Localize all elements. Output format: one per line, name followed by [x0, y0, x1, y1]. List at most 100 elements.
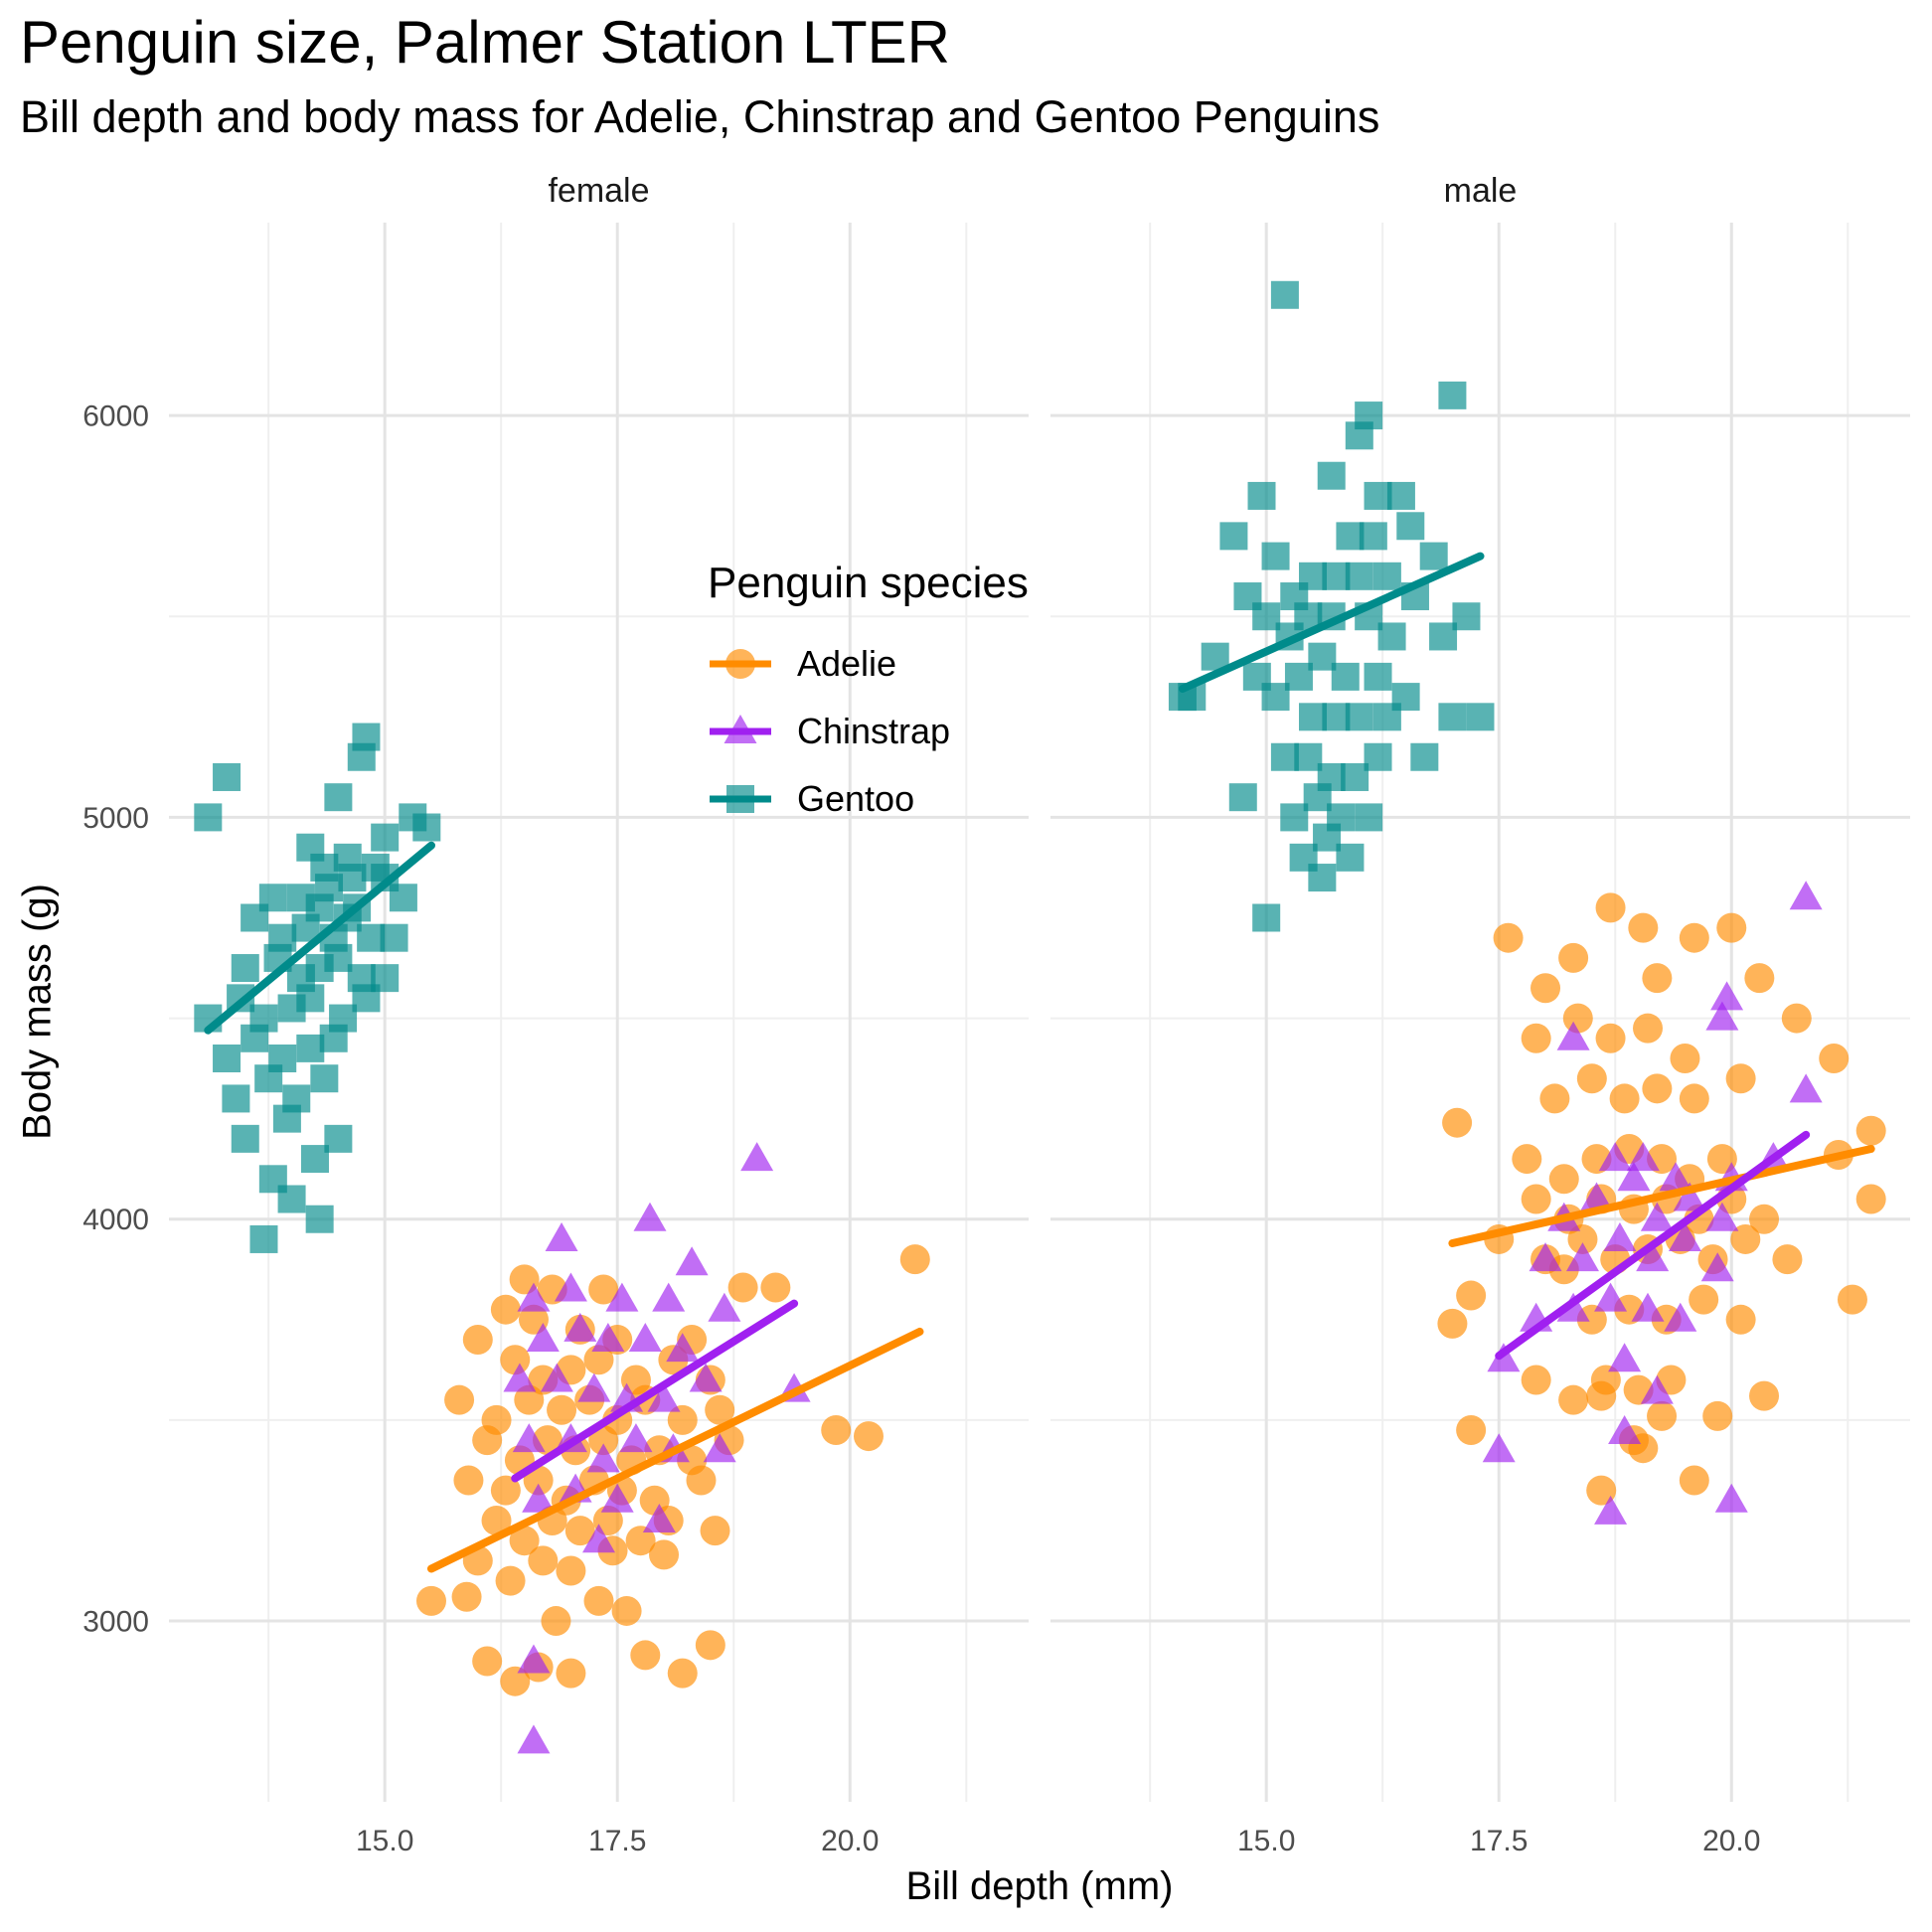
adelie-point — [509, 1526, 540, 1556]
chinstrap-point — [1705, 1202, 1739, 1231]
gentoo-point — [1452, 602, 1481, 631]
adelie-point — [556, 1658, 586, 1689]
adelie-point — [1819, 1043, 1850, 1073]
gentoo-point — [1284, 662, 1313, 691]
chinstrap-point — [517, 1644, 551, 1674]
gentoo-point — [1280, 803, 1309, 832]
chinstrap-point — [708, 1292, 741, 1322]
gentoo-point — [1303, 783, 1332, 812]
adelie-point — [1512, 1144, 1542, 1175]
chinstrap-point — [1594, 1495, 1628, 1525]
legend-key-glyph — [710, 715, 771, 743]
adelie-point — [821, 1414, 852, 1445]
chinstrap-point — [1789, 881, 1823, 910]
legend-label-chinstrap: Chinstrap — [797, 711, 951, 751]
adelie-point — [588, 1425, 619, 1456]
adelie-point — [1456, 1280, 1487, 1311]
legend-label-gentoo: Gentoo — [797, 778, 915, 819]
adelie-point — [1855, 1115, 1886, 1146]
chinstrap-point — [600, 1483, 634, 1513]
adelie-point — [1837, 1284, 1867, 1315]
chart-title: Penguin size, Palmer Station LTER — [20, 9, 951, 76]
gentoo-point — [319, 1024, 348, 1052]
chinstrap-key-icon — [708, 714, 773, 749]
adelie-point — [611, 1595, 642, 1626]
adelie-point — [1576, 1304, 1607, 1335]
chinstrap-point — [740, 1142, 774, 1172]
legend: Penguin species Adelie Chinstrap Gentoo — [708, 559, 1029, 833]
chinstrap-point — [689, 1363, 723, 1392]
chinstrap-point — [1594, 1282, 1628, 1312]
legend-item-gentoo: Gentoo — [708, 765, 1029, 833]
adelie-point — [528, 1545, 559, 1576]
adelie-point — [1442, 1107, 1473, 1138]
x-axis-tick-label: 15.0 — [356, 1825, 413, 1857]
adelie-point — [1679, 922, 1709, 953]
adelie-point — [1437, 1308, 1468, 1339]
chinstrap-point — [582, 1524, 615, 1553]
adelie-point — [686, 1465, 717, 1496]
chinstrap-point — [1673, 1182, 1706, 1211]
adelie-point — [1642, 1073, 1673, 1104]
gentoo-point — [222, 1084, 250, 1113]
adelie-point — [564, 1516, 595, 1546]
gentoo-point — [1355, 803, 1383, 832]
gentoo-point — [357, 923, 386, 952]
chinstrap-point — [1482, 1433, 1516, 1463]
chinstrap-point — [1565, 1242, 1599, 1272]
legend-item-chinstrap: Chinstrap — [708, 698, 1029, 765]
y-axis-tick-label: 3000 — [82, 1606, 149, 1639]
chinstrap-point — [1580, 1182, 1614, 1211]
adelie-point — [588, 1274, 619, 1305]
y-axis-title: Body mass (g) — [15, 884, 60, 1140]
gentoo-point — [249, 1224, 278, 1253]
adelie-point — [1521, 1365, 1551, 1395]
chinstrap-point — [1705, 1001, 1739, 1031]
gentoo-point — [1270, 742, 1299, 771]
chinstrap-point — [1789, 1073, 1823, 1103]
adelie-point — [541, 1606, 571, 1637]
gentoo-point — [1336, 843, 1365, 872]
gentoo-point — [1372, 562, 1401, 590]
adelie-point — [1558, 942, 1589, 973]
gentoo-point — [1345, 562, 1373, 590]
gentoo-point — [1317, 461, 1346, 490]
gentoo-point — [1228, 783, 1257, 812]
chinstrap-point — [577, 1372, 611, 1402]
x-axis-tick-label: 17.5 — [588, 1825, 646, 1857]
x-axis-tick-label: 20.0 — [821, 1825, 879, 1857]
chinstrap-point — [1714, 1483, 1748, 1513]
gentoo-point — [1429, 622, 1458, 651]
gentoo-point — [1364, 662, 1392, 691]
adelie-point — [1679, 1083, 1709, 1114]
chinstrap-point — [586, 1443, 620, 1473]
gentoo-point — [324, 1124, 353, 1153]
adelie-point — [1521, 1023, 1551, 1053]
chinstrap-point — [540, 1363, 573, 1392]
chinstrap-point — [564, 1312, 597, 1342]
adelie-point — [1493, 922, 1524, 953]
adelie-point — [1855, 1184, 1886, 1214]
adelie-point — [649, 1539, 680, 1570]
gentoo-point — [213, 762, 242, 791]
adelie-point — [1647, 1400, 1678, 1431]
gentoo-point — [296, 1034, 325, 1062]
chinstrap-point — [628, 1323, 662, 1353]
chinstrap-point — [675, 1246, 709, 1276]
adelie-point — [1684, 1204, 1714, 1234]
gentoo-point — [371, 823, 400, 852]
gentoo-point — [277, 1185, 306, 1213]
gentoo-point — [1308, 642, 1337, 671]
chinstrap-point — [1710, 981, 1744, 1011]
adelie-point — [1749, 1204, 1780, 1234]
adelie-point — [1730, 1223, 1761, 1254]
chinstrap-point — [1603, 1221, 1637, 1251]
gentoo-point — [1270, 280, 1299, 309]
adelie-point — [490, 1475, 521, 1506]
gentoo-point — [300, 1145, 329, 1174]
gentoo-point — [305, 1205, 334, 1233]
gentoo-trend-line — [204, 841, 435, 1035]
chinstrap-point — [1608, 1343, 1642, 1372]
